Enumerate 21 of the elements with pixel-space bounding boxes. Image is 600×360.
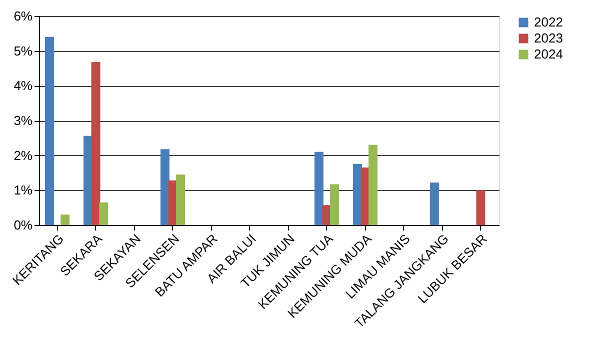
bar bbox=[476, 190, 486, 225]
y-tick-label: 2% bbox=[14, 148, 33, 163]
legend-label: 2023 bbox=[534, 30, 563, 46]
bar bbox=[368, 144, 378, 225]
bar bbox=[44, 36, 54, 225]
legend-label: 2022 bbox=[534, 14, 563, 30]
bar bbox=[314, 152, 324, 225]
bar bbox=[176, 174, 186, 225]
bar bbox=[60, 214, 70, 225]
y-tick-label: 5% bbox=[14, 43, 33, 58]
bar bbox=[330, 184, 340, 225]
bar bbox=[160, 149, 170, 225]
y-tick-label: 0% bbox=[14, 218, 33, 232]
y-tick-label: 4% bbox=[14, 78, 33, 94]
y-tick-label: 6% bbox=[14, 8, 33, 24]
bar bbox=[99, 202, 108, 225]
legend-label: 2024 bbox=[534, 46, 563, 62]
y-tick-label: 1% bbox=[14, 182, 33, 198]
y-tick-label: 3% bbox=[14, 113, 33, 128]
bar bbox=[430, 182, 439, 225]
bar bbox=[91, 62, 100, 225]
